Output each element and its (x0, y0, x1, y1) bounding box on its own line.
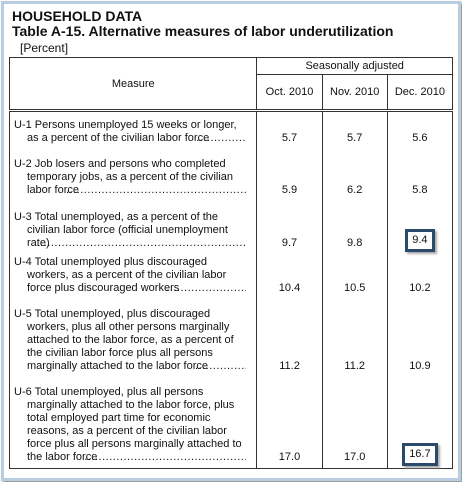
highlighted-value: 16.7 (402, 443, 438, 466)
table-row: U-6 Total unemployed, plus all persons m… (8, 376, 454, 469)
value-cell: 9.8 (321, 200, 388, 254)
column-header: Oct. 2010 (256, 74, 323, 111)
value-cell: 11.2 (256, 298, 323, 377)
measure-text: U-2 Job losers and persons who completed… (14, 158, 233, 196)
measure-cell: U-2 Job losers and persons who completed… (8, 148, 258, 201)
measure-cell: U-5 Total unemployed, plus discouraged w… (8, 298, 258, 377)
section-label: HOUSEHOLD DATA (12, 8, 143, 24)
measure-cell: U-3 Total unemployed, as a percent of th… (8, 200, 258, 254)
value: 11.2 (344, 359, 365, 372)
value: 5.6 (412, 131, 428, 144)
value: 9.8 (347, 236, 363, 249)
value: 6.2 (347, 183, 363, 196)
value-cell: 10.2 (386, 253, 454, 299)
value: 17.0 (278, 451, 301, 463)
table-title: Table A-15. Alternative measures of labo… (12, 23, 394, 39)
value-cell: 9.4 (386, 200, 454, 254)
measure-text: U-6 Total unemployed, plus all persons m… (14, 386, 242, 463)
value-cell: 5.7 (321, 110, 388, 149)
value: 11.2 (279, 359, 300, 372)
measure-text: U-1 Persons unemployed 15 weeks or longe… (14, 119, 237, 144)
value-cell: 9.7 (256, 200, 323, 254)
group-header: Seasonally adjusted (256, 57, 453, 75)
value-cell: 5.8 (386, 148, 454, 201)
value-cell: 5.9 (256, 148, 323, 201)
table-row: U-4 Total unemployed plus discouraged wo… (8, 253, 454, 299)
column-header: Dec. 2010 (386, 74, 454, 111)
value-cell: 5.6 (386, 110, 454, 149)
value-cell: 6.2 (321, 148, 388, 201)
value-cell: 10.5 (321, 253, 388, 299)
value-cell: 17.0 (321, 376, 388, 469)
value-cell: 17.0 (256, 376, 323, 469)
value: 5.8 (412, 183, 428, 196)
value: 10.4 (278, 281, 301, 294)
value: 10.2 (409, 281, 431, 294)
column-header: Nov. 2010 (321, 74, 388, 111)
value: 5.9 (281, 183, 298, 196)
unit-label: [Percent] (20, 41, 69, 55)
measure-wrap: U-1 Persons unemployed 15 weeks or longe… (14, 119, 246, 145)
data-table: Measure Seasonally adjusted Oct. 2010 Nov… (8, 57, 454, 469)
table-row: U-5 Total unemployed, plus discouraged w… (8, 298, 454, 377)
measure-cell: U-1 Persons unemployed 15 weeks or longe… (8, 110, 258, 149)
measure-text: U-4 Total unemployed plus discouraged wo… (14, 256, 226, 294)
value-cell: 10.9 (386, 298, 454, 377)
value-cell: 10.4 (256, 253, 323, 299)
table-row: U-1 Persons unemployed 15 weeks or longe… (8, 110, 454, 149)
table-row: U-3 Total unemployed, as a percent of th… (8, 200, 454, 254)
measure-wrap: U-3 Total unemployed, as a percent of th… (14, 211, 246, 250)
measure-cell: U-4 Total unemployed plus discouraged wo… (8, 253, 258, 299)
value: 5.7 (281, 131, 298, 144)
measure-text: U-5 Total unemployed, plus discouraged w… (14, 308, 234, 372)
highlighted-value: 9.4 (405, 228, 435, 252)
measure-wrap: U-2 Job losers and persons who completed… (14, 158, 246, 197)
measure-wrap: U-4 Total unemployed plus discouraged wo… (14, 256, 246, 295)
table-row: U-2 Job losers and persons who completed… (8, 148, 454, 201)
measure-wrap: U-5 Total unemployed, plus discouraged w… (14, 308, 246, 373)
value-cell: 16.7 (386, 376, 454, 469)
measure-header: Measure (8, 57, 258, 111)
measure-cell: U-6 Total unemployed, plus all persons m… (8, 376, 258, 469)
table-head: Measure Seasonally adjusted Oct. 2010 Nov… (8, 57, 454, 111)
value: 10.9 (409, 359, 431, 372)
value-cell: 11.2 (321, 298, 388, 377)
value: 10.5 (343, 281, 366, 294)
value-cell: 5.7 (256, 110, 323, 149)
value: 17.0 (343, 451, 366, 463)
value: 9.7 (281, 236, 298, 249)
measure-wrap: U-6 Total unemployed, plus all persons m… (14, 386, 246, 464)
value: 5.7 (347, 131, 363, 144)
measure-text: U-3 Total unemployed, as a percent of th… (14, 211, 228, 249)
